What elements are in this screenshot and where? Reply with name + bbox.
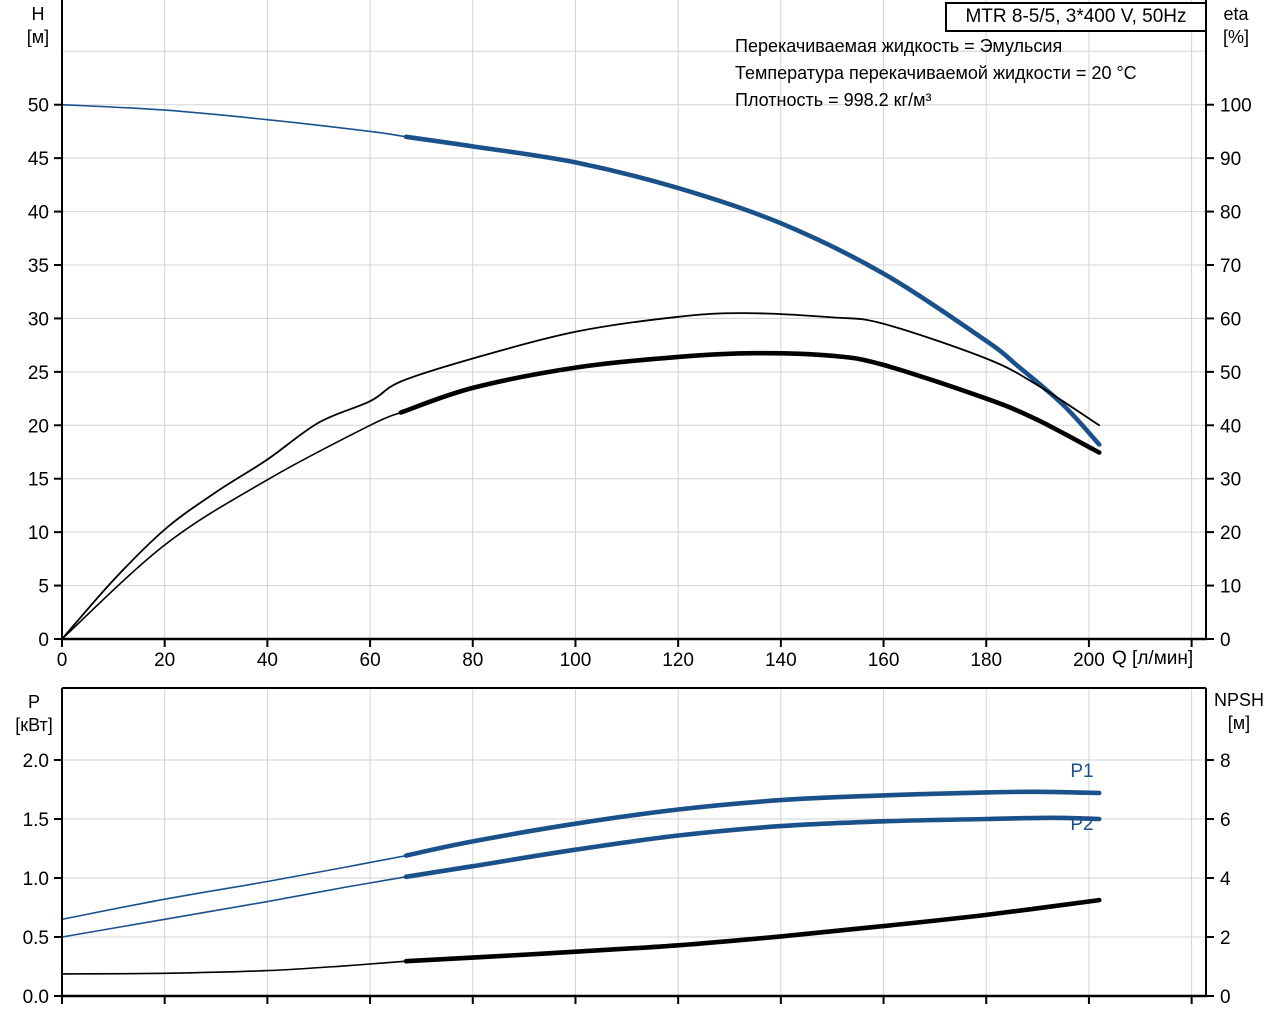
eta-axis-label: eta [%] xyxy=(1212,3,1260,49)
y-right-tick-label: 80 xyxy=(1220,203,1241,224)
y-left-tick-label: 2.0 xyxy=(23,751,49,772)
annotation-line-temperature: Температура перекачиваемой жидкости = 20… xyxy=(735,63,1137,83)
y-left-tick-label: 0.0 xyxy=(23,987,49,1008)
y-right-tick-label: 70 xyxy=(1220,256,1241,277)
y-left-tick-label: 40 xyxy=(28,203,49,224)
p2-curve-label: P2 xyxy=(1070,814,1094,835)
pump-model-title: MTR 8-5/5, 3*400 V, 50Hz xyxy=(945,2,1207,32)
y-right-tick-label: 20 xyxy=(1220,523,1241,544)
x-tick-label: 100 xyxy=(560,650,592,671)
y-left-tick-label: 1.0 xyxy=(23,869,49,890)
y-right-tick-label: 8 xyxy=(1220,751,1231,772)
y-left-tick-label: 45 xyxy=(28,149,49,170)
x-tick-label: 80 xyxy=(462,650,483,671)
x-tick-label: 60 xyxy=(360,650,381,671)
y-left-tick-label: 35 xyxy=(28,256,49,277)
x-tick-label: 180 xyxy=(970,650,1002,671)
h-axis-label: H [м] xyxy=(16,3,60,49)
y-right-tick-label: 0 xyxy=(1220,630,1231,651)
y-left-tick-label: 0 xyxy=(38,630,49,651)
y-right-tick-label: 0 xyxy=(1220,987,1231,1008)
p2-power-curve-bold xyxy=(403,815,1102,880)
npsh-axis-unit: [м] xyxy=(1227,713,1251,733)
p-axis-unit: [кВт] xyxy=(15,715,53,735)
annotation-line-fluid: Перекачиваемая жидкость = Эмульсия xyxy=(735,36,1063,56)
p1-power-curve-thin xyxy=(61,854,407,921)
y-left-tick-label: 1.5 xyxy=(23,810,49,831)
y-right-tick-label: 2 xyxy=(1220,928,1231,949)
y-left-tick-label: 25 xyxy=(28,363,49,384)
y-right-tick-label: 50 xyxy=(1220,363,1241,384)
y-right-tick-label: 90 xyxy=(1220,149,1241,170)
fluid-annotations: Перекачиваемая жидкость = Эмульсия Темпе… xyxy=(735,33,1137,114)
eta-bold-curve-bold xyxy=(398,350,1102,455)
y-left-tick-label: 30 xyxy=(28,309,49,330)
npsh-curve-thin xyxy=(61,960,407,975)
npsh-axis-label: NPSH [м] xyxy=(1206,689,1272,735)
x-tick-label: 160 xyxy=(868,650,900,671)
p-axis-label: P [кВт] xyxy=(8,691,60,737)
x-tick-label: 120 xyxy=(662,650,694,671)
qh-head-curve-bold xyxy=(403,134,1102,447)
y-left-tick-label: 5 xyxy=(38,577,49,598)
p1-curve-label: P1 xyxy=(1070,761,1094,782)
eta-axis-unit: [%] xyxy=(1222,27,1249,47)
eta-bold-curve-thin xyxy=(61,411,402,640)
qh-head-curve-thin xyxy=(61,103,407,138)
y-left-tick-label: 0.5 xyxy=(23,928,49,949)
y-left-tick-label: 50 xyxy=(28,96,49,117)
eta-thin-curve xyxy=(61,312,1101,640)
y-right-tick-label: 10 xyxy=(1220,577,1241,598)
y-left-tick-label: 15 xyxy=(28,470,49,491)
annotation-line-density: Плотность = 998.2 кг/м³ xyxy=(735,90,932,110)
p1-power-curve-bold xyxy=(403,789,1102,858)
y-right-tick-label: 30 xyxy=(1220,470,1241,491)
h-axis-unit: [м] xyxy=(26,27,50,47)
q-axis-label: Q [л/мин] xyxy=(1112,648,1194,669)
npsh-axis-symbol: NPSH xyxy=(1213,690,1264,710)
p2-power-curve-thin xyxy=(61,876,407,938)
y-right-tick-label: 40 xyxy=(1220,416,1241,437)
y-right-tick-label: 4 xyxy=(1220,869,1231,890)
x-tick-label: 0 xyxy=(57,650,68,671)
y-right-tick-label: 60 xyxy=(1220,309,1241,330)
x-tick-label: 40 xyxy=(257,650,278,671)
npsh-curve-bold xyxy=(403,897,1102,964)
y-right-tick-label: 6 xyxy=(1220,810,1231,831)
p-axis-symbol: P xyxy=(27,692,40,712)
y-right-tick-label: 100 xyxy=(1220,96,1252,117)
x-tick-label: 200 xyxy=(1073,650,1105,671)
y-left-tick-label: 20 xyxy=(28,416,49,437)
y-left-tick-label: 10 xyxy=(28,523,49,544)
x-tick-label: 20 xyxy=(154,650,175,671)
x-tick-label: 140 xyxy=(765,650,797,671)
h-axis-symbol: H xyxy=(31,4,45,24)
eta-axis-symbol: eta xyxy=(1223,4,1249,24)
